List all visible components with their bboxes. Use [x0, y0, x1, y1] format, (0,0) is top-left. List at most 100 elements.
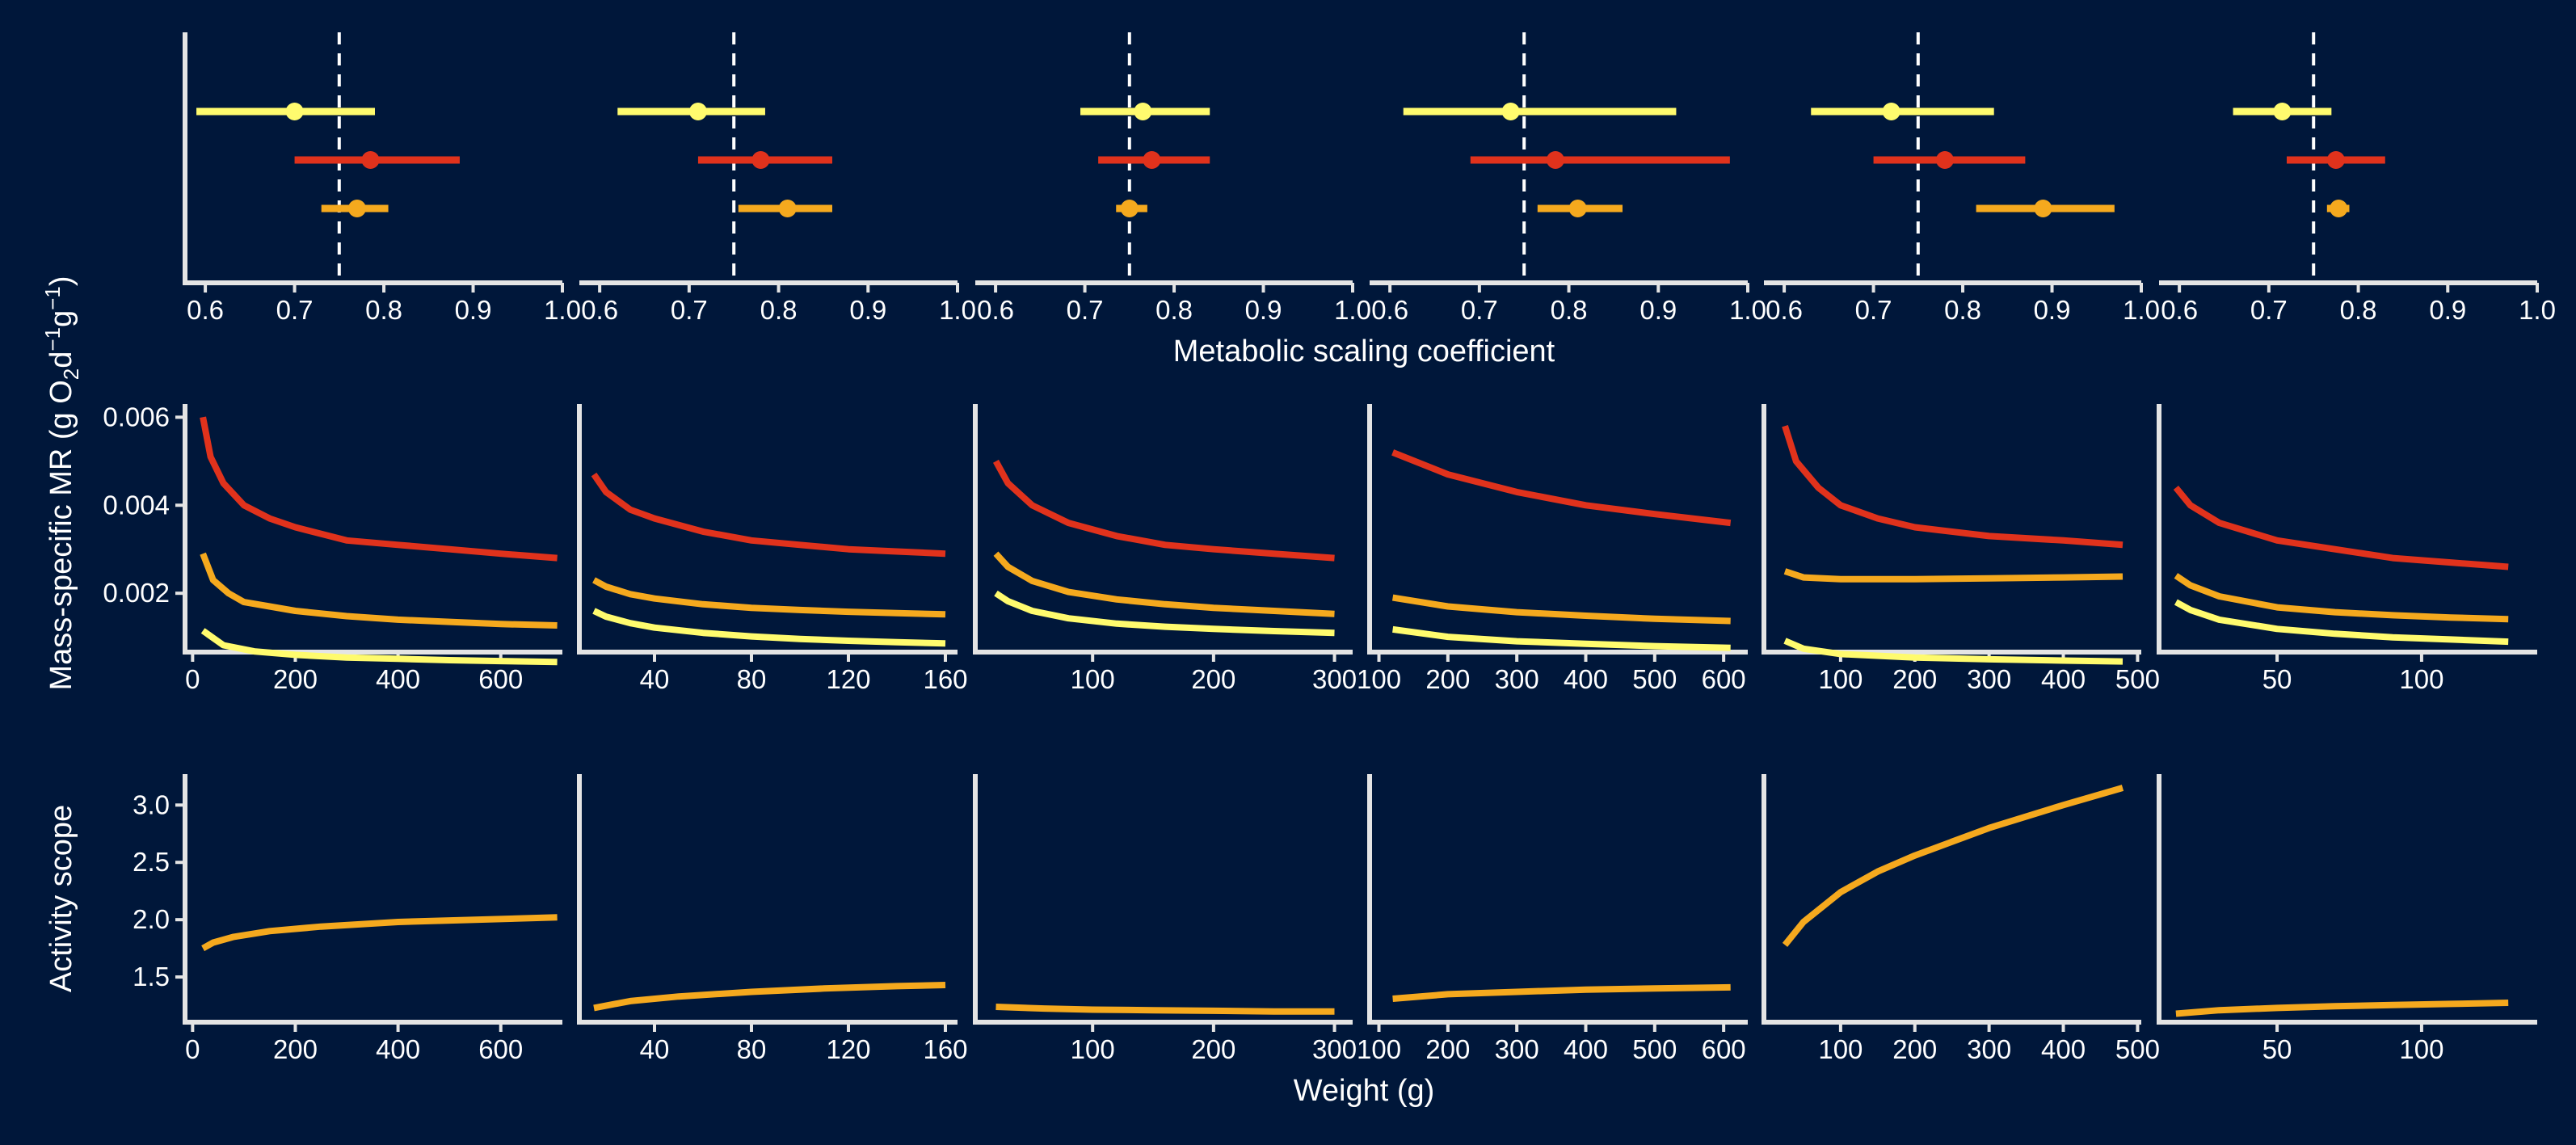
row2-y-axis-title-sup2: −1 — [40, 286, 65, 310]
series-line — [1391, 449, 1732, 527]
x-tick-label: 0.7 — [1067, 295, 1104, 325]
row3-x-axis-title: Weight (g) — [1294, 1074, 1435, 1108]
y-tick-label: 2.0 — [133, 904, 170, 934]
series-line — [2173, 485, 2509, 570]
point-estimate — [1882, 103, 1900, 120]
panel-2-mass-specific-mr: 40 80 120 160 — [577, 404, 968, 694]
x-tick-label: 0.8 — [2340, 295, 2377, 325]
x-tick-label: 200 — [1191, 664, 1235, 694]
x-tick-label: 0 — [185, 1034, 200, 1064]
y-tick-label: 0.002 — [103, 578, 170, 608]
x-tick-label: 400 — [376, 664, 420, 694]
row2-y-axis-title-close: ) — [44, 276, 78, 287]
panel-5-scaling-coefficient: 0.6 0.7 0.8 0.9 1.0 — [1764, 32, 2160, 325]
x-tick-label: 200 — [273, 1034, 318, 1064]
point-estimate — [1501, 103, 1520, 120]
point-estimate — [1120, 200, 1139, 217]
panel-4-scaling-coefficient: 0.6 0.7 0.8 0.9 1.0 — [1370, 32, 1766, 325]
scaling-coefficient-row: 0.6 0.7 0.8 0.9 1.0 0.6 0.7 0.8 0.9 1.0 0.6 0.7 0.8 0… — [183, 32, 2556, 325]
row1-x-axis-title: Metabolic scaling coefficient — [1173, 335, 1555, 368]
panel-4-mass-specific-mr: 100 200 300 400 500 600 — [1357, 404, 1748, 694]
series-line — [592, 577, 946, 618]
series-line — [1392, 983, 1731, 1002]
x-tick-label: 0.7 — [1461, 295, 1498, 325]
series-line — [593, 982, 946, 1012]
panel-1-mass-specific-mr: 0 200 400 600 0.002 0.004 0.006 — [103, 402, 562, 694]
series-line — [1391, 594, 1731, 625]
mass-specific-mr-row: 0 200 400 600 0.002 0.004 0.006 40 80 120 160 100 20… — [103, 402, 2537, 694]
x-tick-label: 300 — [1495, 1034, 1539, 1064]
panel-5-mass-specific-mr: 100 200 300 400 500 — [1762, 404, 2160, 694]
row2-y-axis-title-d: d — [44, 351, 78, 368]
panel-3-scaling-coefficient: 0.6 0.7 0.8 0.9 1.0 — [975, 32, 1371, 325]
x-tick-label: 120 — [826, 1034, 870, 1064]
x-tick-label: 100 — [1818, 664, 1863, 694]
row2-y-axis-title-main: Mass-specific MR (g O — [44, 380, 78, 690]
series-line — [2174, 573, 2509, 623]
row2-y-axis-title-g: g — [44, 310, 78, 327]
point-estimate — [688, 103, 707, 120]
x-tick-label: 0.6 — [2161, 295, 2198, 325]
x-tick-label: 0.7 — [671, 295, 708, 325]
row2-y-axis-title-sup1: −1 — [40, 327, 65, 351]
x-tick-label: 600 — [478, 664, 523, 694]
x-tick-label: 300 — [1967, 1034, 2011, 1064]
series-line — [1783, 568, 2124, 583]
x-tick-label: 0.9 — [1639, 295, 1677, 325]
x-tick-label: 500 — [1632, 1034, 1677, 1064]
x-tick-label: 1.0 — [2519, 295, 2556, 325]
x-tick-label: 50 — [2262, 1034, 2292, 1064]
x-tick-label: 0.9 — [455, 295, 492, 325]
x-tick-label: 0.7 — [1855, 295, 1892, 325]
panel-3-mass-specific-mr: 100 200 300 — [973, 404, 1357, 694]
series-line — [201, 914, 558, 952]
x-tick-label: 0.6 — [187, 295, 224, 325]
x-tick-label: 0.8 — [1944, 295, 1981, 325]
x-tick-label: 600 — [1702, 1034, 1746, 1064]
series-line — [2174, 599, 2509, 646]
series-line — [1782, 785, 2124, 947]
series-line — [992, 459, 1335, 562]
x-tick-label: 1.0 — [1334, 295, 1371, 325]
x-tick-label: 0.9 — [2034, 295, 2071, 325]
panel-1-scaling-coefficient: 0.6 0.7 0.8 0.9 1.0 — [183, 32, 581, 325]
x-tick-label: 1.0 — [1729, 295, 1766, 325]
x-tick-label: 100 — [1357, 1034, 1401, 1064]
row2-y-axis-title-sub: 2 — [59, 368, 83, 380]
x-tick-label: 100 — [2399, 664, 2443, 694]
series-line — [591, 472, 946, 558]
x-tick-label: 100 — [1071, 1034, 1115, 1064]
y-tick-label: 2.5 — [133, 847, 170, 877]
x-tick-label: 160 — [923, 1034, 967, 1064]
point-estimate — [1134, 103, 1152, 120]
x-tick-label: 600 — [1702, 664, 1746, 694]
x-tick-label: 300 — [1495, 664, 1539, 694]
x-tick-label: 50 — [2262, 664, 2292, 694]
point-estimate — [778, 200, 797, 217]
x-tick-label: 0 — [185, 664, 200, 694]
x-tick-label: 40 — [640, 1034, 670, 1064]
point-estimate — [2273, 103, 2292, 120]
series-line — [592, 608, 946, 647]
x-tick-label: 400 — [1564, 1034, 1608, 1064]
x-tick-label: 0.7 — [276, 295, 314, 325]
point-estimate — [347, 200, 366, 217]
point-estimate — [1568, 200, 1587, 217]
point-estimate — [1143, 151, 1161, 169]
x-tick-label: 300 — [1312, 1034, 1357, 1064]
x-tick-label: 0.9 — [849, 295, 886, 325]
series-line — [200, 416, 558, 562]
x-tick-label: 0.6 — [977, 295, 1014, 325]
x-tick-label: 160 — [923, 664, 967, 694]
row2-y-axis-title: Mass-specific MR (g O2d−1g−1) — [40, 276, 83, 691]
point-estimate — [2330, 200, 2348, 217]
panel-2-scaling-coefficient: 0.6 0.7 0.8 0.9 1.0 — [579, 32, 976, 325]
panel-6-mass-specific-mr: 50 100 — [2157, 404, 2537, 694]
series-line — [200, 552, 558, 629]
panel-1-activity-scope: 0 200 400 600 1.5 2.0 2.5 3.0 — [133, 774, 562, 1064]
x-tick-label: 120 — [826, 664, 870, 694]
x-tick-label: 200 — [1892, 664, 1937, 694]
point-estimate — [1546, 151, 1564, 169]
panel-2-activity-scope: 40 80 120 160 — [577, 774, 968, 1064]
x-tick-label: 0.9 — [2429, 295, 2466, 325]
